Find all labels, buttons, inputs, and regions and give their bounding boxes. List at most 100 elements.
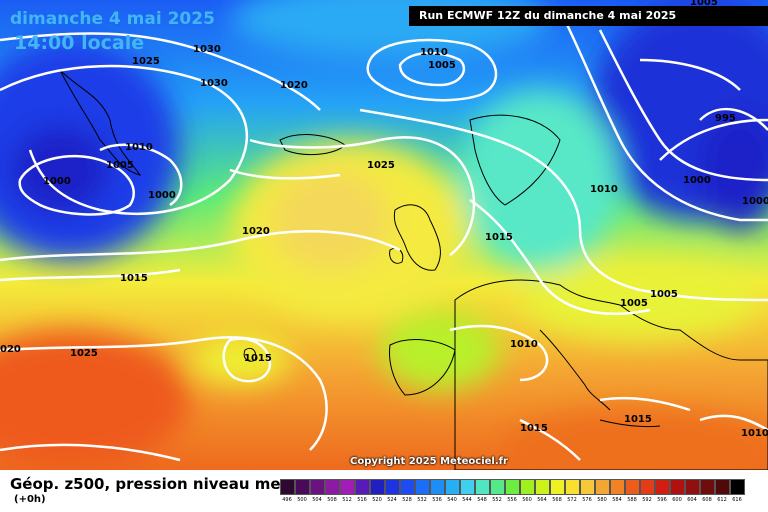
- legend-swatch: [655, 479, 670, 495]
- legend-swatch: [595, 479, 610, 495]
- legend-swatch: [310, 479, 325, 495]
- legend-swatch: [625, 479, 640, 495]
- legend-swatch: [295, 479, 310, 495]
- geopotential-map: 1030 1025 1030 1020 1010 1005 1010 1005 …: [0, 0, 768, 470]
- legend-value: 568: [552, 497, 562, 503]
- isobar-label: 1010: [510, 339, 538, 350]
- legend-swatch: [355, 479, 370, 495]
- footer-title: Géop. z500, pression niveau mer: [10, 475, 288, 493]
- legend-value: 512: [342, 497, 352, 503]
- legend-value: 592: [642, 497, 652, 503]
- legend-value: 504: [312, 497, 322, 503]
- legend-swatch: [550, 479, 565, 495]
- legend-value: 616: [732, 497, 742, 503]
- isobar-label: 1000: [148, 190, 176, 201]
- isobar-label: 1010: [125, 142, 153, 153]
- legend-value: 580: [597, 497, 607, 503]
- isobar-label: 1000: [742, 196, 768, 207]
- legend-swatch: [280, 479, 295, 495]
- legend-swatch: [715, 479, 730, 495]
- legend-value: 576: [582, 497, 592, 503]
- legend-value: 540: [447, 497, 457, 503]
- legend-swatch: [490, 479, 505, 495]
- isobar-label: 1015: [120, 273, 148, 284]
- isobar-label: 1010: [590, 184, 618, 195]
- legend-value: 516: [357, 497, 367, 503]
- legend-swatch: [640, 479, 655, 495]
- legend-swatch: [685, 479, 700, 495]
- isobar-label: 1015: [624, 414, 652, 425]
- legend-value: 604: [687, 497, 697, 503]
- legend-value: 552: [492, 497, 502, 503]
- run-info-banner: Run ECMWF 12Z du dimanche 4 mai 2025: [409, 6, 768, 26]
- isobar-label: 1005: [650, 289, 678, 300]
- legend-value: 572: [567, 497, 577, 503]
- legend-value: 556: [507, 497, 517, 503]
- legend-swatch: [325, 479, 340, 495]
- map-time-title: 14:00 locale: [14, 32, 145, 54]
- legend-swatch: [415, 479, 430, 495]
- legend-value: 500: [297, 497, 307, 503]
- isobar-label: 1025: [70, 348, 98, 359]
- legend-value: 548: [477, 497, 487, 503]
- isobar-labels: 1030 1025 1030 1020 1010 1005 1010 1005 …: [0, 0, 768, 439]
- legend-value: 584: [612, 497, 622, 503]
- legend-swatch: [565, 479, 580, 495]
- legend-value: 600: [672, 497, 682, 503]
- copyright-notice: Copyright 2025 Meteociel.fr: [350, 456, 508, 467]
- legend-swatch: [520, 479, 535, 495]
- isobar-label: 1005: [106, 160, 134, 171]
- isobar-label: 020: [0, 344, 21, 355]
- isobar-label: 1005: [690, 0, 718, 8]
- isobar-label: 1015: [520, 423, 548, 434]
- legend-value: 536: [432, 497, 442, 503]
- isobar-label: 1005: [428, 60, 456, 71]
- legend-swatch: [730, 479, 745, 495]
- legend-value: 508: [327, 497, 337, 503]
- isobar-label: 1020: [242, 226, 270, 237]
- isobar-label: 1000: [43, 176, 71, 187]
- map-date-title: dimanche 4 mai 2025: [10, 9, 215, 29]
- legend-value: 528: [402, 497, 412, 503]
- legend-swatch: [385, 479, 400, 495]
- legend-swatch: [430, 479, 445, 495]
- legend-swatch: [400, 479, 415, 495]
- legend-swatch: [340, 479, 355, 495]
- legend-value: 596: [657, 497, 667, 503]
- isobars: [0, 9, 768, 462]
- legend-value: 560: [522, 497, 532, 503]
- legend-swatch: [535, 479, 550, 495]
- legend-swatch: [700, 479, 715, 495]
- legend-swatch: [460, 479, 475, 495]
- isobar-label: 1005: [620, 298, 648, 309]
- isobar-label: 1030: [193, 44, 221, 55]
- footer-subtitle: (+0h): [14, 494, 46, 505]
- legend-value: 532: [417, 497, 427, 503]
- isobar-label: 1010: [741, 428, 768, 439]
- isobar-label: 1015: [485, 232, 513, 243]
- legend-value: 612: [717, 497, 727, 503]
- legend-value: 544: [462, 497, 472, 503]
- isobar-label: 1030: [200, 78, 228, 89]
- isobar-label: 1025: [132, 56, 160, 67]
- legend-value: 564: [537, 497, 547, 503]
- color-scale-legend: 496 500 504 508 512 516 520 524 528 532 536 540 544 5…: [280, 479, 750, 509]
- isobar-label: 1010: [420, 47, 448, 58]
- legend-swatch: [670, 479, 685, 495]
- legend-value: 524: [387, 497, 397, 503]
- legend-value: 496: [282, 497, 292, 503]
- legend-swatch: [505, 479, 520, 495]
- isobar-label: 1015: [244, 353, 272, 364]
- legend-value: 608: [702, 497, 712, 503]
- map-panel: 1030 1025 1030 1020 1010 1005 1010 1005 …: [0, 0, 768, 470]
- isobar-label: 995: [715, 113, 736, 124]
- isobar-label: 1025: [367, 160, 395, 171]
- legend-value: 520: [372, 497, 382, 503]
- legend-swatch: [445, 479, 460, 495]
- legend-swatch: [610, 479, 625, 495]
- isobar-label: 1000: [683, 175, 711, 186]
- legend-swatch: [370, 479, 385, 495]
- legend-swatch: [475, 479, 490, 495]
- legend-swatch: [580, 479, 595, 495]
- isobar-label: 1020: [280, 80, 308, 91]
